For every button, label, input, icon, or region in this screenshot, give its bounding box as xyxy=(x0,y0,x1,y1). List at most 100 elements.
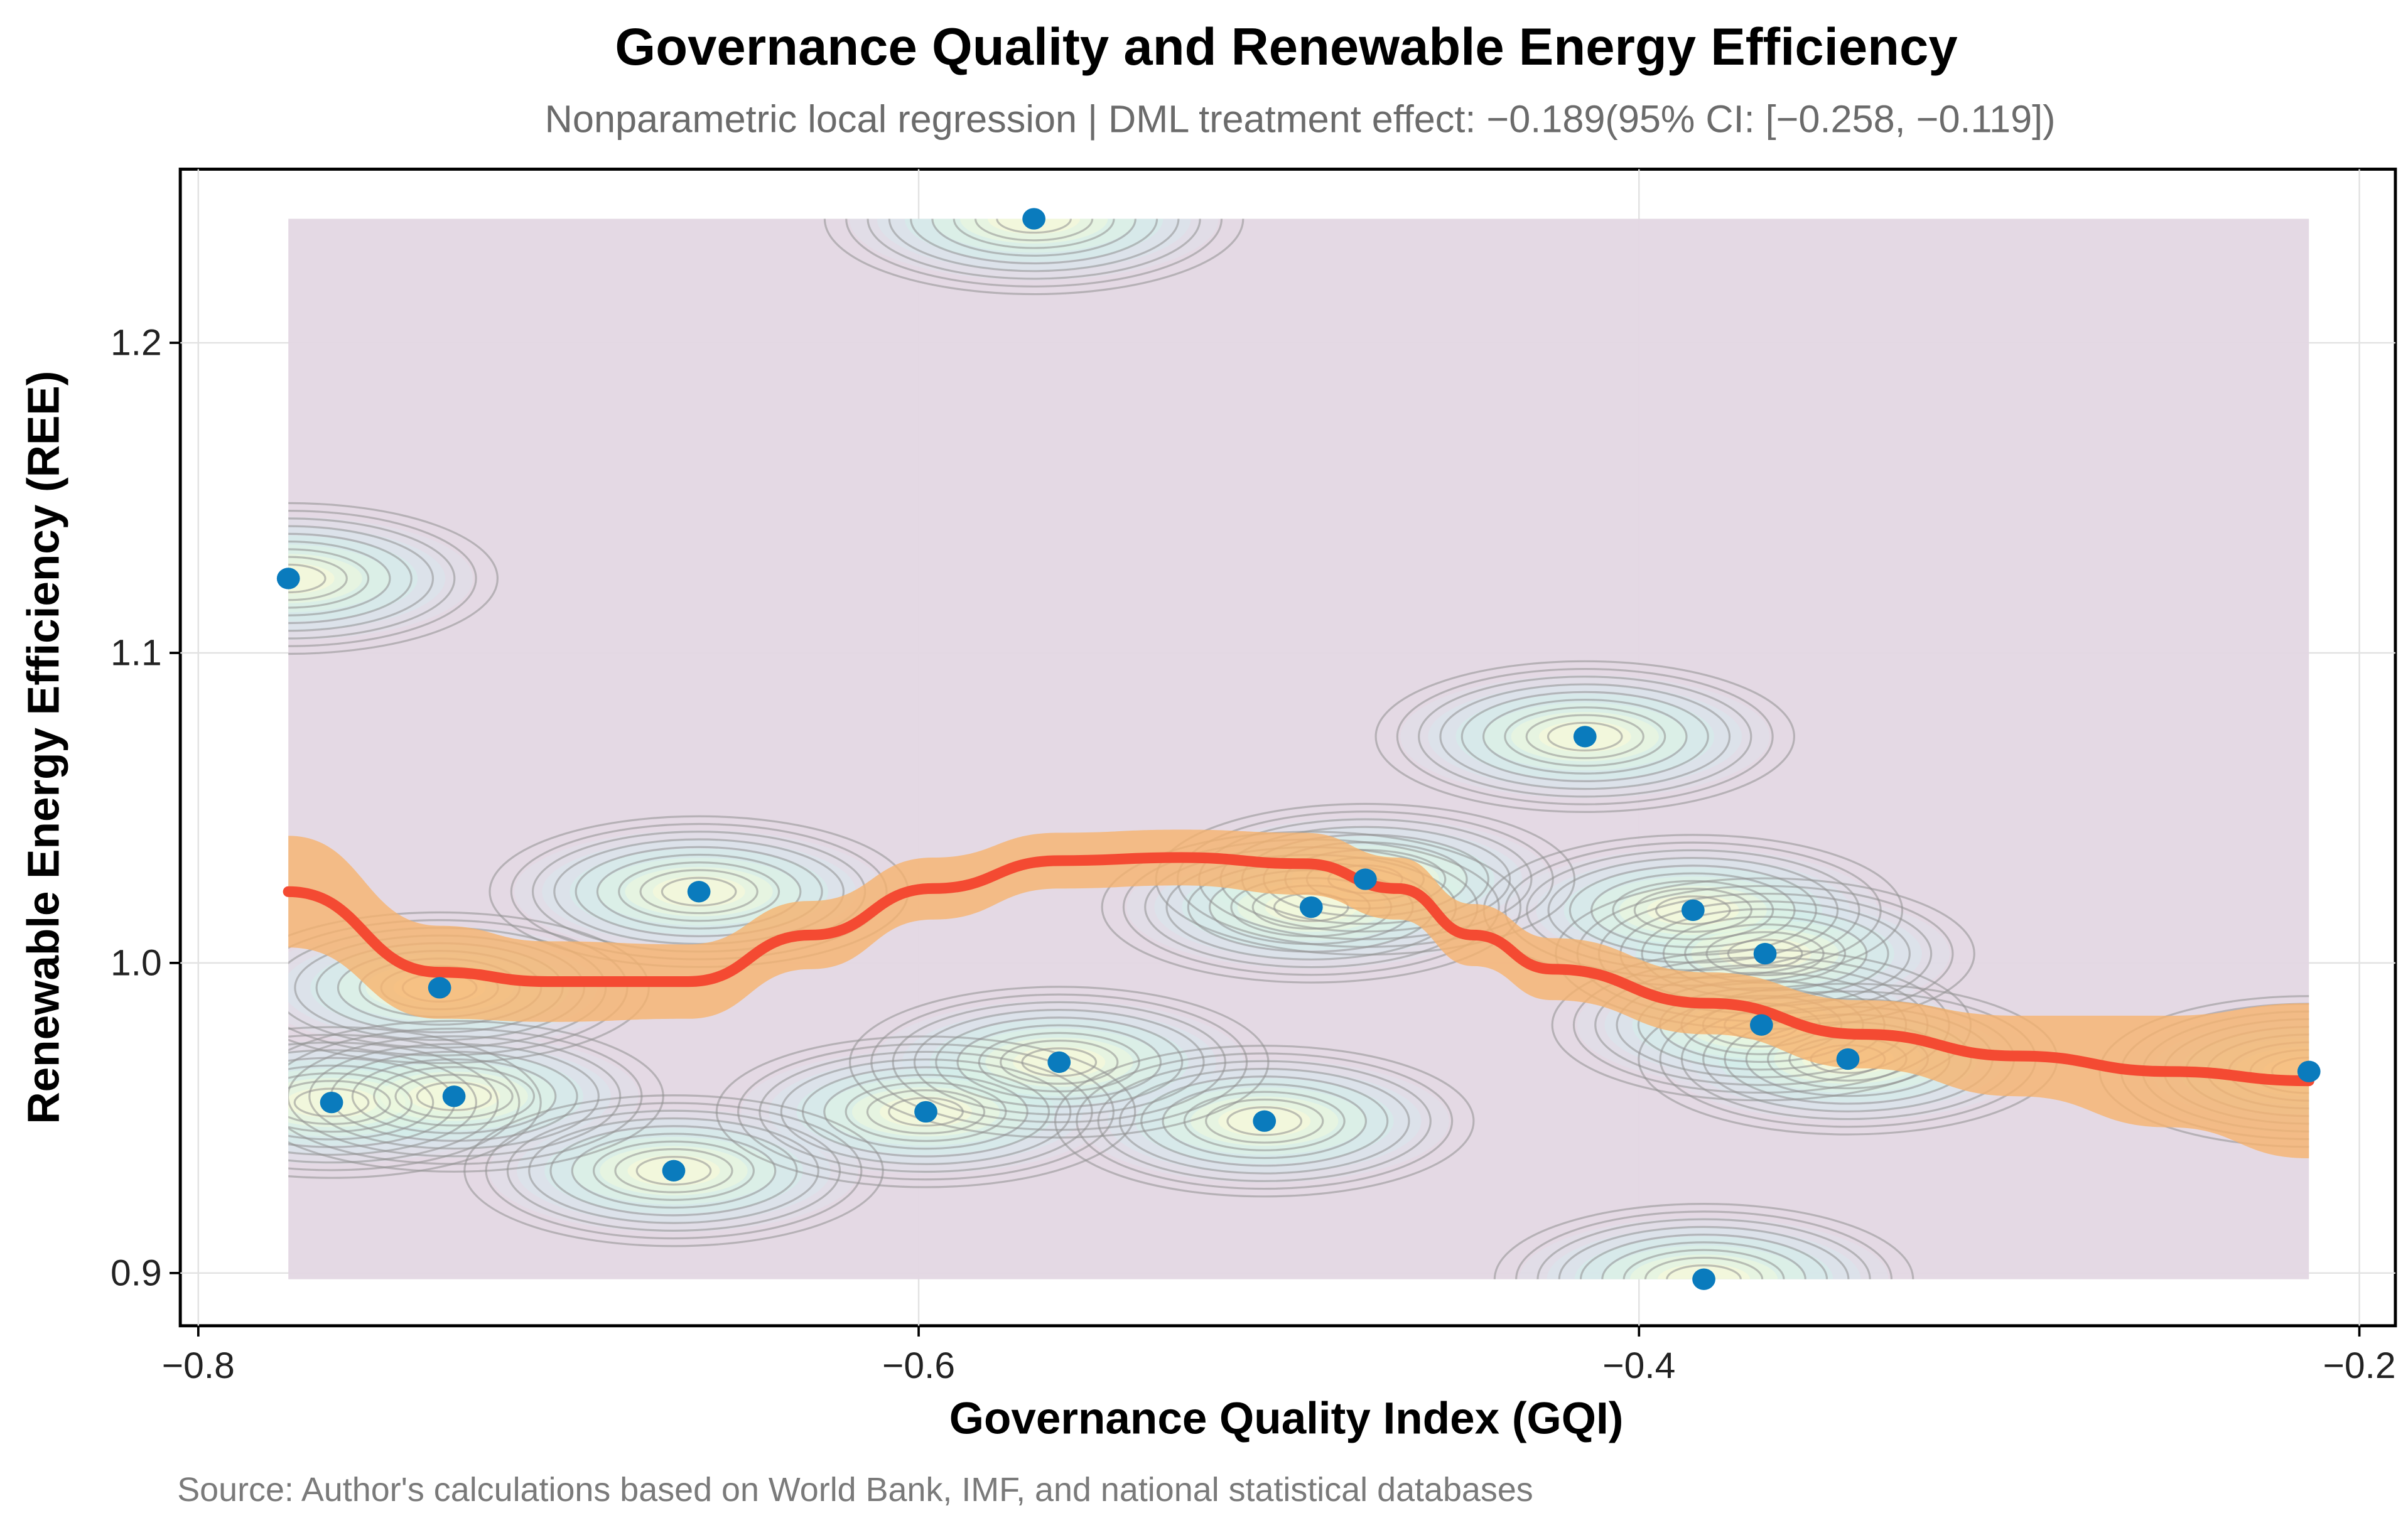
density-contour xyxy=(931,218,1137,257)
data-point xyxy=(1022,208,1045,230)
density-contour xyxy=(288,1033,521,1171)
y-tick-label: 1.2 xyxy=(111,323,162,363)
density-contour xyxy=(1374,660,1796,813)
density-contour xyxy=(801,1066,1050,1158)
density-contour xyxy=(1205,1098,1324,1144)
density-contour xyxy=(1439,683,1731,790)
density-region xyxy=(288,563,335,594)
density-contour xyxy=(1418,676,1752,798)
data-point xyxy=(1253,1110,1277,1132)
y-tick-label: 0.9 xyxy=(111,1252,162,1293)
density-contour xyxy=(1140,1075,1389,1167)
data-point xyxy=(1749,1014,1773,1036)
density-contour xyxy=(416,1081,492,1111)
density-contour xyxy=(996,218,1072,234)
data-point xyxy=(687,881,711,903)
density-contour xyxy=(823,218,1244,296)
density-contour xyxy=(1580,1234,1828,1279)
density-contour xyxy=(288,502,499,655)
data-point xyxy=(1353,868,1377,890)
density-contour xyxy=(1493,1203,1914,1279)
chart-title: Governance Quality and Renewable Energy … xyxy=(615,18,1957,76)
density-contour xyxy=(351,1058,557,1134)
density-contour xyxy=(528,1117,819,1224)
density-contour xyxy=(288,1064,435,1141)
density-contour xyxy=(661,876,737,907)
density-contour xyxy=(953,218,1115,249)
data-point xyxy=(428,977,451,999)
data-point xyxy=(662,1160,686,1182)
density-contour xyxy=(288,563,327,594)
density-contour xyxy=(867,218,1201,280)
density-contour xyxy=(1705,931,1825,976)
density-contour xyxy=(614,1148,733,1193)
density-contour xyxy=(506,1109,841,1232)
density-contour xyxy=(1000,1040,1119,1085)
density-contour xyxy=(1547,857,1839,964)
density-contour xyxy=(308,1043,600,1150)
density-contour xyxy=(373,1066,536,1127)
density-contour xyxy=(823,1074,1029,1150)
density-contour xyxy=(288,532,413,625)
density-contour xyxy=(288,541,391,616)
density-contour xyxy=(737,1043,1115,1181)
y-axis: 0.9 1.0 1.1 1.2 xyxy=(111,323,181,1293)
chart-subtitle: Nonparametric local regression | DML tre… xyxy=(545,98,2056,141)
density-contour xyxy=(288,517,456,640)
density-contour xyxy=(759,1050,1093,1173)
density-contour xyxy=(1558,1225,1850,1279)
density-contour xyxy=(1666,1264,1742,1279)
density-contour xyxy=(1504,706,1666,767)
density-contour xyxy=(1162,1083,1368,1160)
density-contour xyxy=(288,556,348,601)
density-contour xyxy=(288,1042,499,1164)
density-contour xyxy=(1396,667,1774,805)
y-axis-label: Renewable Energy Efficiency (REE) xyxy=(19,371,69,1124)
density-contour xyxy=(549,1125,798,1217)
density-contour xyxy=(1054,1045,1475,1198)
density-contour xyxy=(1622,1249,1785,1279)
density-contour xyxy=(888,218,1180,272)
density-contour xyxy=(1021,1047,1098,1077)
data-point xyxy=(1573,726,1597,748)
density-contour xyxy=(845,1081,1007,1143)
caption: Source: Author's calculations based on W… xyxy=(177,1471,1533,1509)
density-contour xyxy=(1612,880,1774,941)
density-contour xyxy=(1633,888,1753,933)
density-contour xyxy=(1460,691,1709,782)
density-contour xyxy=(888,1097,964,1127)
loess-curve xyxy=(283,852,2314,1087)
density-contour xyxy=(1601,1241,1806,1279)
density-contour xyxy=(288,1027,643,1165)
density-contour xyxy=(1655,895,1731,925)
density-contour xyxy=(1644,1256,1764,1279)
data-point xyxy=(276,568,300,589)
density-contour xyxy=(288,525,435,632)
density-contour xyxy=(1183,1090,1346,1151)
x-tick-label: −0.4 xyxy=(1602,1345,1675,1386)
data-points xyxy=(276,208,2321,1290)
density-contours xyxy=(288,218,2309,1279)
density-contour xyxy=(1547,721,1623,751)
density-contour xyxy=(571,1133,777,1209)
x-axis-label: Governance Quality Index (GQI) xyxy=(949,1394,1624,1443)
data-point xyxy=(1681,899,1705,922)
data-point xyxy=(1753,942,1777,965)
density-contour xyxy=(288,1049,477,1156)
confidence-band-area xyxy=(288,829,2309,1159)
density-contour xyxy=(1226,1106,1303,1136)
density-contour xyxy=(288,1080,391,1126)
density-contour xyxy=(974,218,1094,242)
data-point xyxy=(1047,1051,1071,1074)
density-contour xyxy=(1590,872,1796,949)
density-contour xyxy=(1536,1218,1871,1279)
density-contour xyxy=(913,1009,1205,1116)
x-tick-label: −0.6 xyxy=(882,1345,955,1386)
data-point xyxy=(442,1085,466,1107)
density-contour xyxy=(293,1087,370,1117)
loess-line xyxy=(283,852,2314,1087)
density-contour xyxy=(596,853,802,930)
confidence-band xyxy=(288,829,2309,1159)
density-contour xyxy=(1097,1060,1432,1182)
density-contour xyxy=(288,548,370,609)
